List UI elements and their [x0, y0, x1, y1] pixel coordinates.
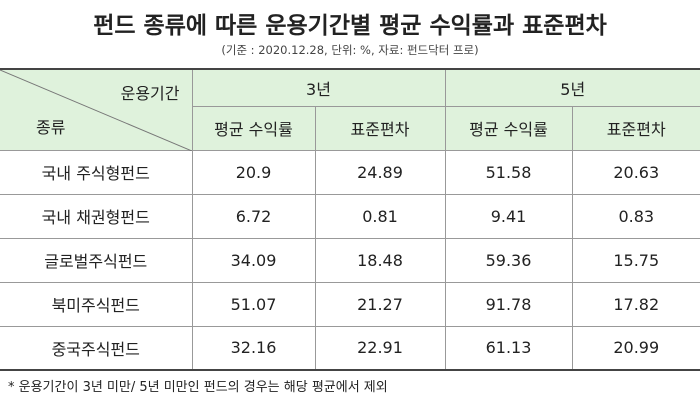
fund-type: 국내 채권형펀드: [0, 193, 193, 239]
fund-type: 글로벌주식펀드: [0, 237, 193, 283]
value-cell: 22.91: [314, 325, 446, 371]
metric-header: 평균 수익률: [444, 105, 573, 151]
value-cell: 20.99: [571, 325, 700, 371]
metric-header: 표준편차: [571, 105, 700, 151]
value-cell: 20.9: [191, 149, 316, 195]
table-row: 북미주식펀드 51.07 21.27 91.78 17.82: [0, 281, 700, 327]
diagonal: [0, 70, 192, 151]
value-cell: 51.58: [444, 149, 573, 195]
value-cell: 0.83: [571, 193, 700, 239]
fund-type: 국내 주식형펀드: [0, 149, 193, 195]
period-header: 3년: [191, 68, 446, 107]
corner-cell: 운용기간 종류: [0, 68, 193, 151]
value-cell: 20.63: [571, 149, 700, 195]
period-header: 5년: [444, 68, 700, 107]
value-cell: 91.78: [444, 281, 573, 327]
value-cell: 0.81: [314, 193, 446, 239]
value-cell: 21.27: [314, 281, 446, 327]
value-cell: 17.82: [571, 281, 700, 327]
value-cell: 24.89: [314, 149, 446, 195]
value-cell: 9.41: [444, 193, 573, 239]
corner-top: 운용기간: [120, 84, 180, 103]
footnote: * 운용기간이 3년 미만/ 5년 미만인 펀드의 경우는 해당 평균에서 제외: [8, 380, 388, 395]
fund-type: 북미주식펀드: [0, 281, 193, 327]
table-row: 글로벌주식펀드 34.09 18.48 59.36 15.75: [0, 237, 700, 283]
value-cell: 34.09: [191, 237, 316, 283]
table-row: 중국주식펀드 32.16 22.91 61.13 20.99: [0, 325, 700, 371]
value-cell: 59.36: [444, 237, 573, 283]
metric-header: 평균 수익률: [192, 105, 316, 151]
table-row: 국내 채권형펀드 6.72 0.81 9.41 0.83: [0, 193, 700, 239]
table: 운용기간 종류 3년 5년 평균 수익률 표준편차 평균 수익률 표준편차 국내 주식…: [0, 68, 700, 371]
value-cell: 61.13: [444, 325, 573, 371]
metric-header: 표준편차: [314, 105, 446, 151]
corner-bottom: 종류: [36, 117, 66, 137]
fund-type: 중국주식펀드: [0, 325, 193, 371]
value-cell: 18.48: [314, 237, 446, 283]
value-cell: 51.07: [191, 281, 316, 327]
value-cell: 6.72: [191, 193, 316, 239]
value-cell: 32.16: [191, 325, 316, 371]
title: 펀드 종류에 따른 운용기간별 평균 수익률과 표준편차: [93, 13, 607, 39]
value-cell: 15.75: [571, 237, 700, 283]
subtitle: (기준 : 2020.12.28, 단위: %, 자료: 펀드닥터 프로): [221, 43, 479, 57]
table-row: 국내 주식형펀드 20.9 24.89 51.58 20.63: [0, 149, 700, 195]
